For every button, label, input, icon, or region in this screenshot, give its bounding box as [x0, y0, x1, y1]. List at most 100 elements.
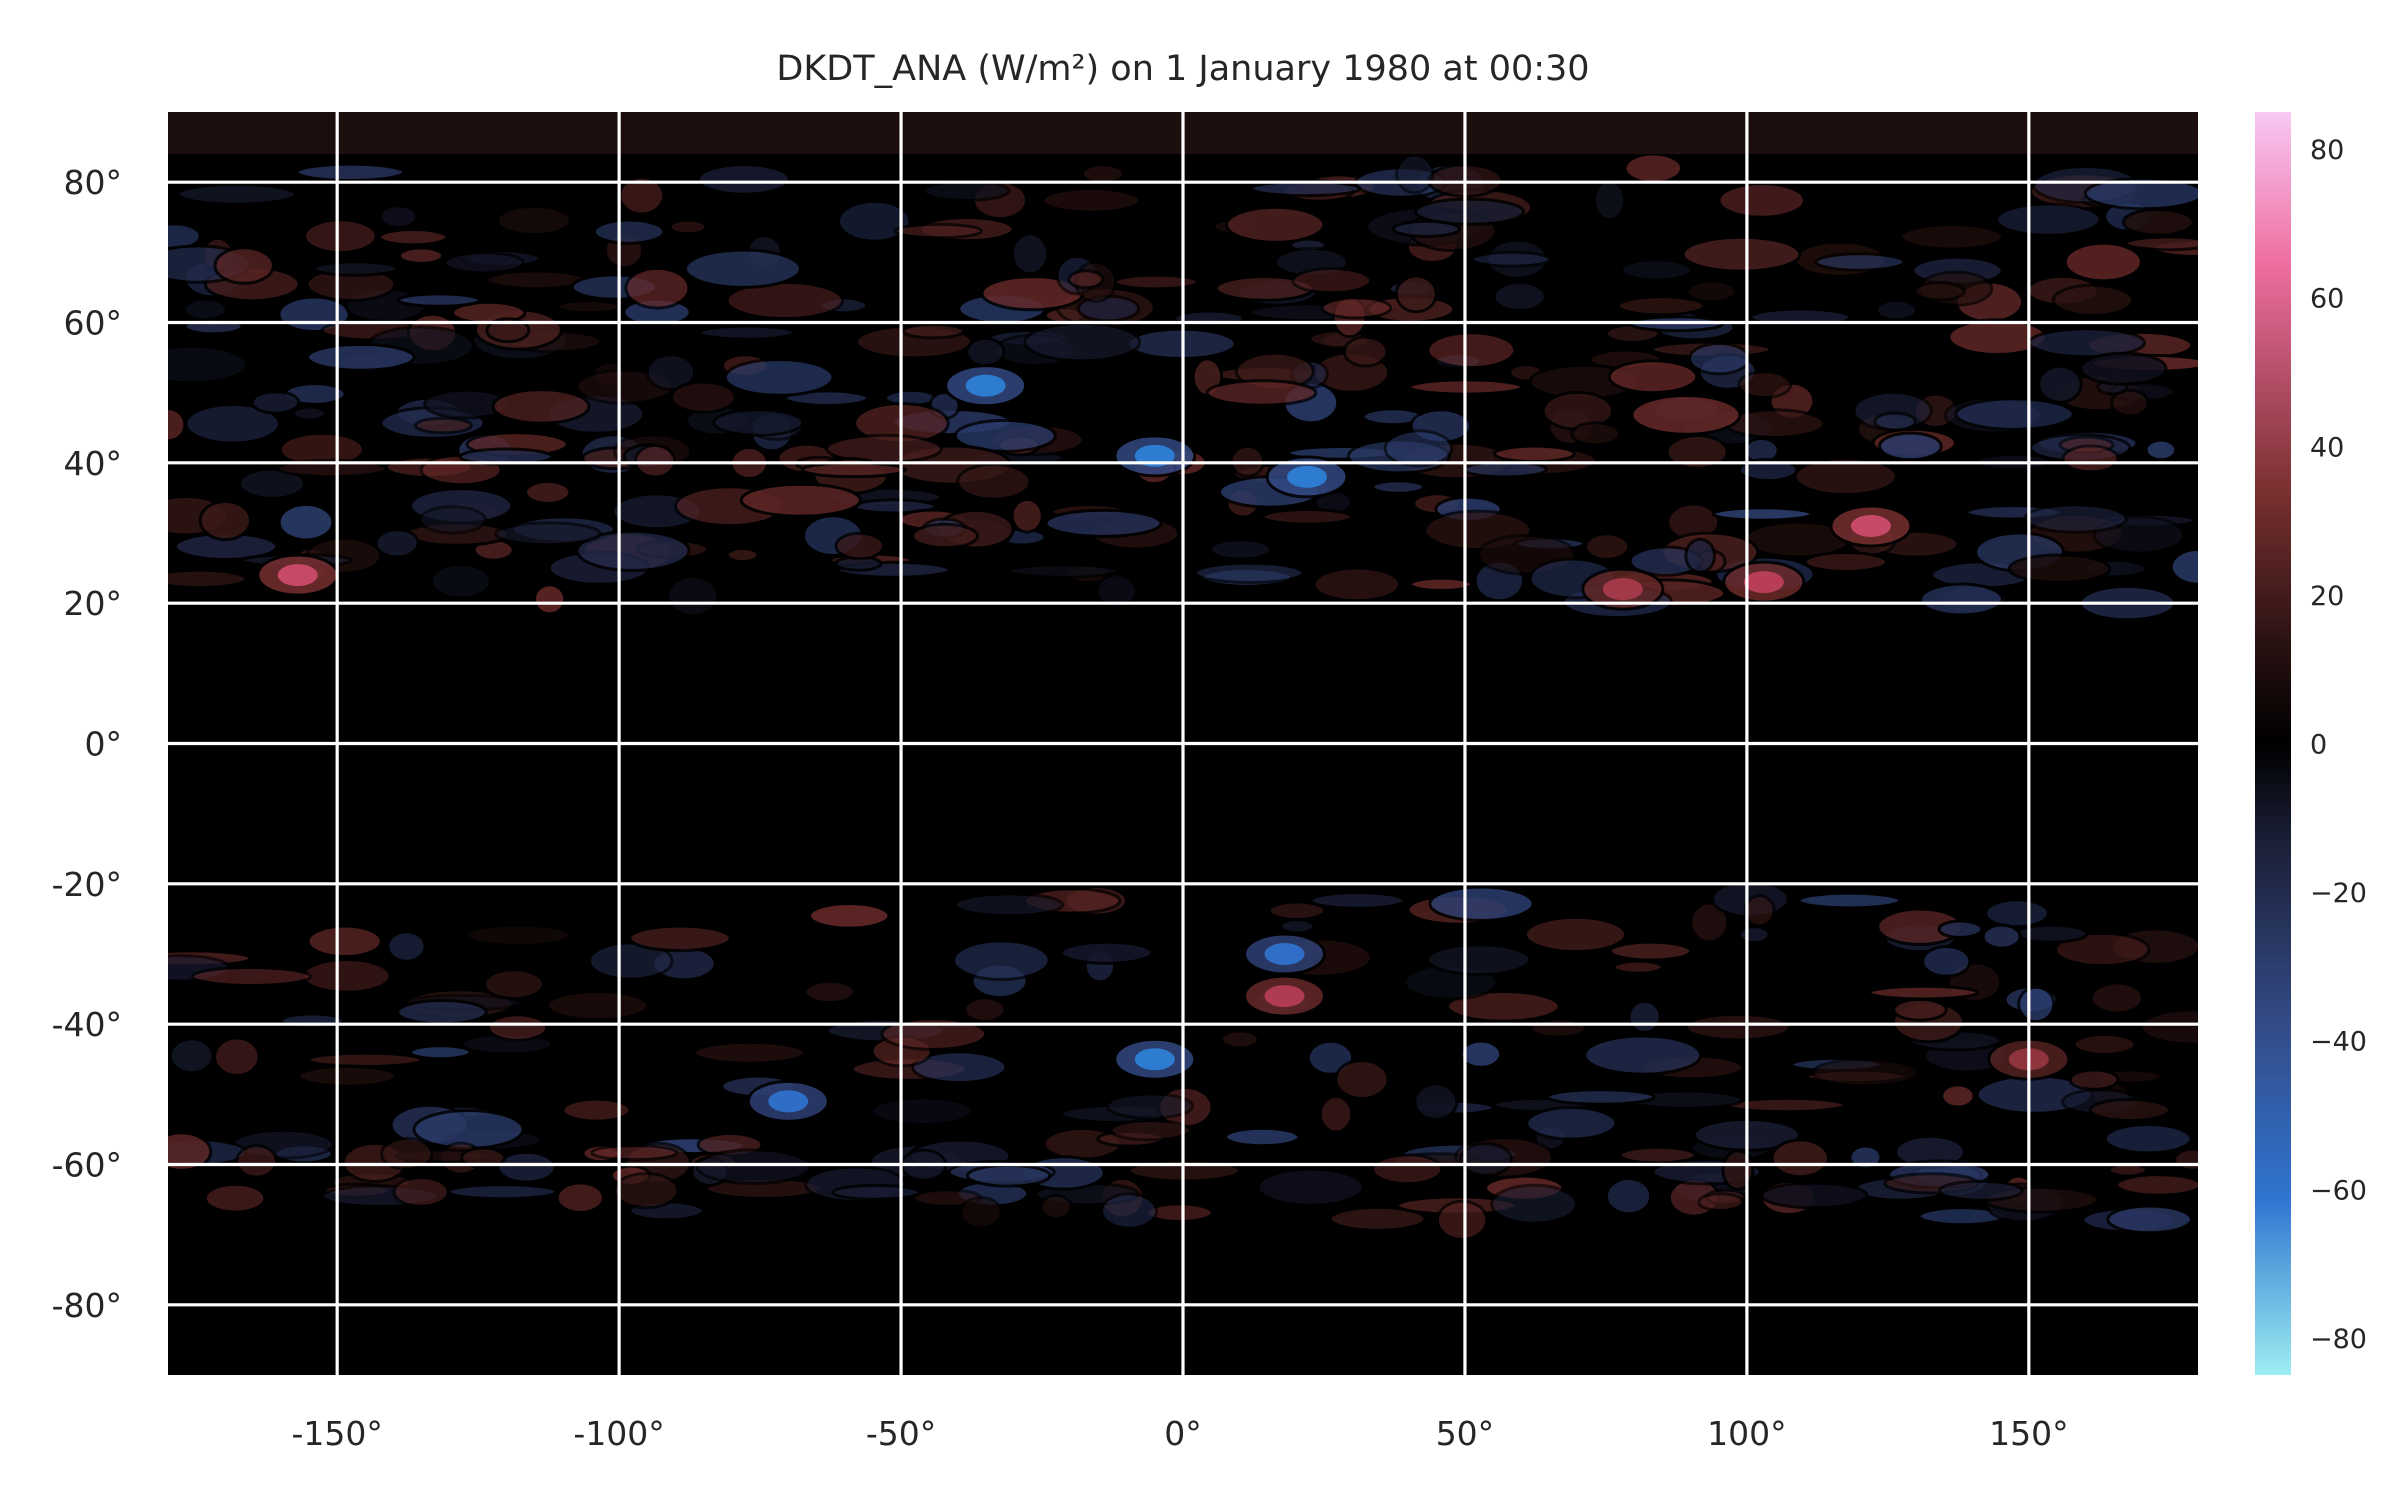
x-tick-label: 150° — [1989, 1414, 2069, 1453]
heatmap-cell — [465, 923, 573, 947]
heatmap-cell — [1627, 999, 1662, 1034]
y-axis-tick-labels: 80° 60° 40° 20° 0° -20° -40° -60° -80° — [52, 163, 122, 1325]
heatmap-cell — [1007, 563, 1120, 579]
heatmap-cell — [1873, 411, 1917, 432]
heatmap-cell — [2063, 241, 2143, 283]
heatmap-cell — [1095, 573, 1138, 609]
heatmap-cell — [2103, 1123, 2193, 1155]
heatmap-cell — [1612, 959, 1664, 975]
colorbar-gradient — [2255, 112, 2291, 1375]
heatmap-cell — [1100, 1192, 1158, 1230]
heatmap-cell — [1760, 1181, 1869, 1210]
heatmap-cell — [1256, 1167, 1365, 1207]
x-tick-label: 50° — [1436, 1414, 1495, 1453]
y-tick-label: 60° — [64, 304, 123, 343]
heatmap-cell — [2088, 1097, 2172, 1123]
heatmap-cell — [1426, 943, 1532, 976]
heatmap-cell — [712, 408, 805, 437]
heatmap-feature-core — [1134, 1048, 1175, 1071]
heatmap-cell — [418, 505, 487, 535]
heatmap-cell — [396, 998, 488, 1026]
heatmap-cell — [739, 482, 863, 518]
colorbar-tick-label: 20 — [2310, 581, 2344, 612]
colorbar-tick-label: −60 — [2310, 1175, 2367, 1206]
heatmap-cell — [668, 218, 708, 236]
heatmap-cell — [184, 403, 282, 445]
heatmap-cell — [1608, 940, 1693, 962]
y-tick-label: 40° — [64, 444, 123, 483]
heatmap-cell — [486, 1013, 549, 1042]
heatmap-cell — [880, 1017, 988, 1051]
heatmap-cell — [575, 529, 691, 572]
heatmap-cell — [1039, 1194, 1073, 1220]
heatmap-cell — [2023, 503, 2128, 534]
x-tick-label: -150° — [291, 1414, 382, 1453]
heatmap-cell — [555, 1181, 605, 1214]
heatmap-cell — [1312, 566, 1402, 603]
heatmap-cell — [783, 389, 870, 408]
heatmap-cell — [1921, 945, 1972, 978]
heatmap-cell — [1981, 923, 2022, 950]
heatmap-cell — [953, 892, 1065, 918]
heatmap-cell — [312, 260, 400, 277]
heatmap-cell — [546, 990, 650, 1022]
heatmap-cell — [1867, 984, 1980, 1001]
heatmap-cell — [2079, 351, 2168, 386]
chart-title: DKDT_ANA (W/m²) on 1 January 1980 at 00:… — [776, 49, 1589, 89]
heatmap-cell — [592, 218, 666, 245]
heatmap-cell — [213, 246, 275, 285]
heatmap-cell — [2169, 547, 2198, 586]
heatmap-cell — [1067, 269, 1105, 290]
heatmap-cell — [1435, 1199, 1489, 1241]
heatmap-cell — [303, 218, 378, 255]
y-tick-label: -20° — [52, 865, 122, 904]
heatmap-cell — [168, 1037, 215, 1075]
heatmap-feature-core — [768, 1090, 809, 1113]
heatmap-cell — [1318, 1094, 1354, 1134]
heatmap-cell — [723, 358, 835, 397]
heatmap-cell — [1525, 1105, 1618, 1141]
heatmap-cell — [1912, 281, 1966, 302]
heatmap-cell — [1803, 551, 1889, 573]
heatmap-cell — [831, 1183, 922, 1201]
heatmap-cell — [1261, 508, 1354, 526]
heatmap-cell — [692, 1040, 807, 1065]
heatmap-cell — [1279, 918, 1316, 935]
heatmap-cell — [377, 228, 449, 247]
heatmap-cell — [524, 479, 572, 505]
heatmap-cell — [1983, 898, 2050, 929]
heatmap-cell — [2144, 438, 2178, 462]
heatmap-cell — [396, 292, 482, 308]
heatmap-cell — [696, 163, 792, 196]
heatmap-feature-core — [1850, 514, 1891, 537]
heatmap-cell — [460, 1146, 507, 1169]
heatmap-cell — [198, 499, 253, 542]
heatmap-cell — [869, 1096, 974, 1127]
heatmap-cell — [1371, 479, 1426, 495]
heatmap-cell — [306, 924, 383, 959]
heatmap-cell — [1112, 273, 1200, 291]
heatmap-cell — [430, 562, 492, 600]
heatmap-cell — [893, 222, 983, 240]
heatmap-cell — [1797, 891, 1902, 910]
heatmap-cell — [1334, 1058, 1390, 1101]
y-tick-label: 20° — [64, 584, 123, 623]
heatmap-cell — [556, 299, 623, 315]
heatmap-cell — [1737, 370, 1793, 400]
heatmap-cell — [1711, 506, 1814, 522]
heatmap-cell — [1059, 940, 1154, 965]
heatmap-cell — [1770, 1138, 1830, 1179]
heatmap-cell — [634, 443, 677, 479]
heatmap-cell — [491, 388, 591, 425]
heatmap-cell — [532, 583, 567, 616]
heatmap-cell — [277, 502, 335, 542]
heatmap-cell — [1394, 274, 1438, 314]
heatmap-cell — [1630, 394, 1742, 436]
heatmap-cell — [1874, 298, 1918, 322]
heatmap-cell — [645, 353, 697, 392]
colorbar-tick-label: −20 — [2310, 878, 2367, 909]
heatmap-cell — [2106, 1204, 2193, 1235]
heatmap-cell — [1995, 202, 2102, 237]
heatmap-cell — [965, 1163, 1052, 1188]
heatmap-cell — [624, 266, 691, 310]
